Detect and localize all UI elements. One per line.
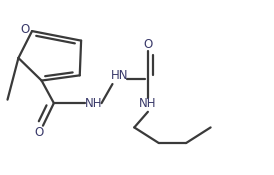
Text: O: O	[21, 23, 30, 36]
Text: NH: NH	[85, 97, 102, 110]
Text: O: O	[143, 38, 153, 51]
Text: NH: NH	[139, 97, 157, 110]
Text: HN: HN	[110, 69, 128, 82]
Text: O: O	[34, 126, 44, 139]
